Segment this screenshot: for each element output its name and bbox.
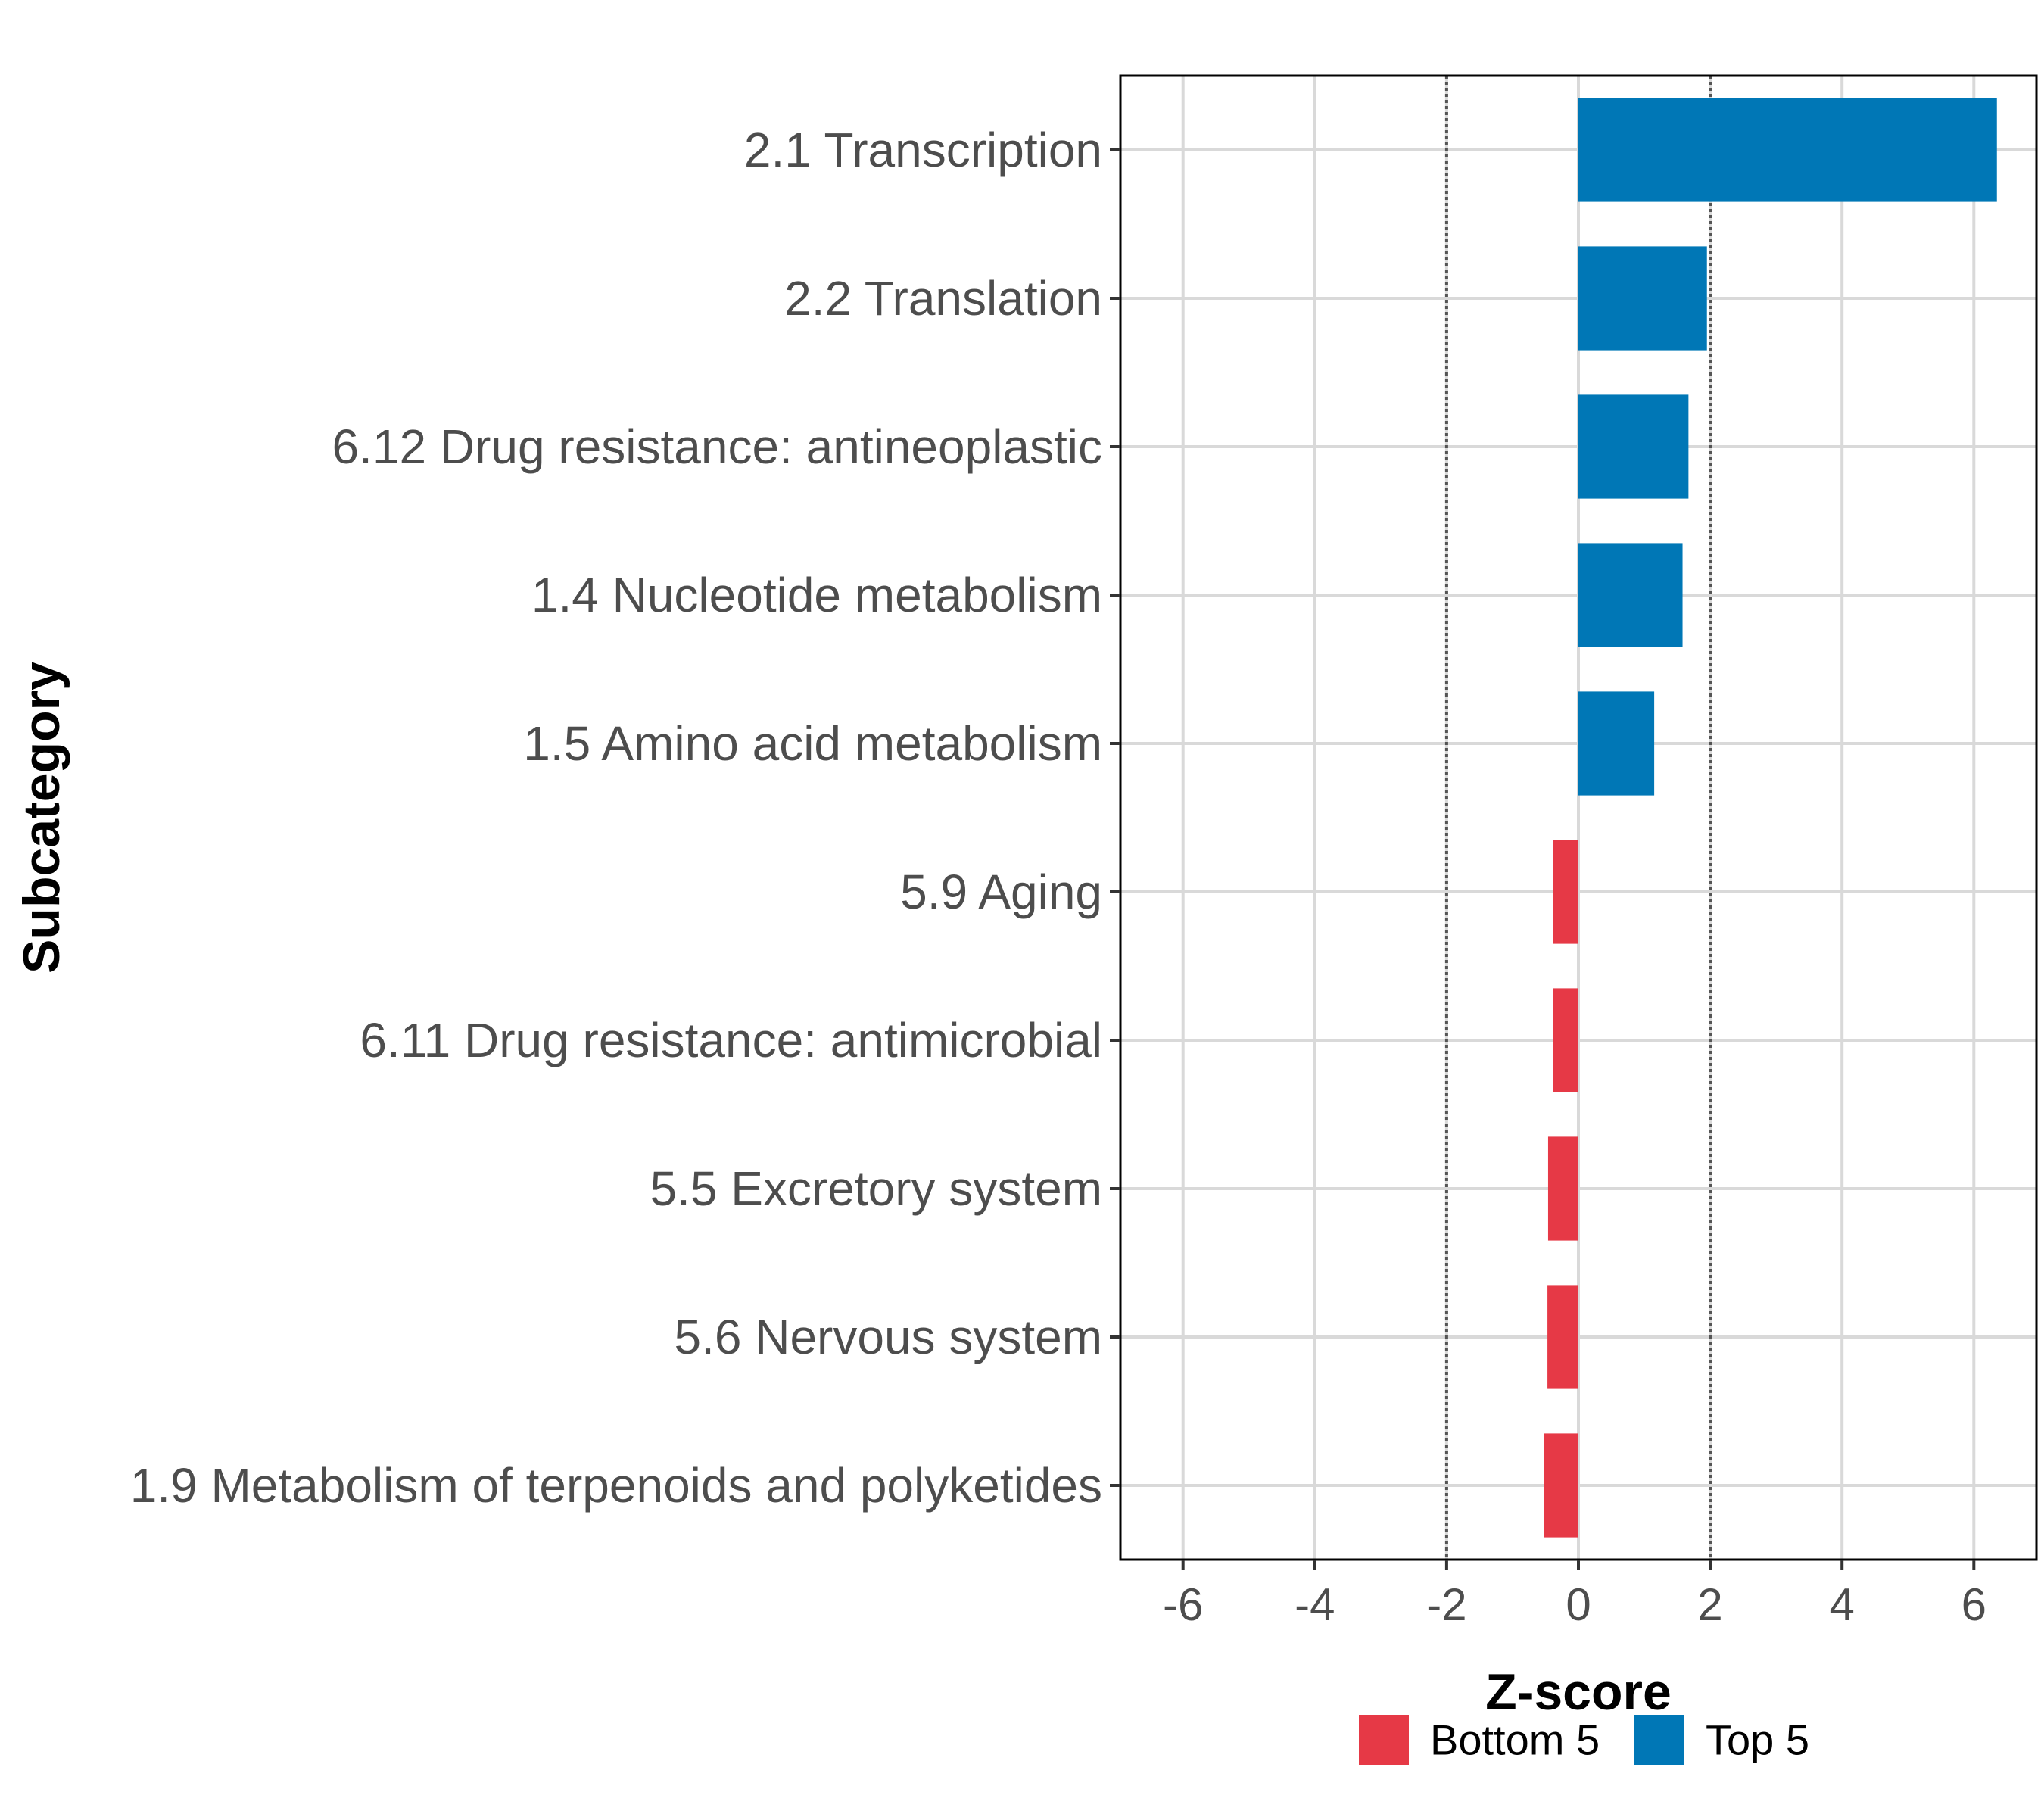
category-label: 2.2 Translation xyxy=(784,271,1102,326)
bar xyxy=(1578,691,1655,796)
legend-label: Top 5 xyxy=(1706,1716,1809,1764)
category-label: 6.12 Drug resistance: antineoplastic xyxy=(332,419,1102,474)
category-label: 5.6 Nervous system xyxy=(674,1310,1102,1364)
x-tick-label: -2 xyxy=(1426,1579,1466,1630)
bar xyxy=(1544,1433,1578,1538)
category-label: 1.5 Amino acid metabolism xyxy=(523,716,1102,771)
bar xyxy=(1578,394,1689,499)
bar xyxy=(1553,840,1578,944)
x-tick-label: 4 xyxy=(1830,1579,1855,1630)
bars xyxy=(1544,98,1997,1538)
category-label: 2.1 Transcription xyxy=(744,123,1102,177)
bar xyxy=(1578,246,1707,351)
legend: Bottom 5 Top 5 xyxy=(1359,1715,1809,1765)
category-label: 5.9 Aging xyxy=(900,865,1102,919)
category-label: 1.4 Nucleotide metabolism xyxy=(531,568,1102,622)
category-label: 5.5 Excretory system xyxy=(650,1161,1103,1216)
y-axis-ticks: 2.1 Transcription 2.2 Translation 6.12 Dru… xyxy=(130,123,1120,1513)
bar xyxy=(1547,1136,1578,1241)
bar xyxy=(1553,988,1578,1092)
x-tick-label: 0 xyxy=(1566,1579,1591,1630)
x-tick-label: -4 xyxy=(1295,1579,1335,1630)
x-tick-label: 6 xyxy=(1961,1579,1986,1630)
x-axis-ticks: -6 -4 -2 0 2 4 6 xyxy=(1163,1560,1986,1630)
x-axis-title: Z-score xyxy=(1485,1663,1672,1721)
legend-label: Bottom 5 xyxy=(1430,1716,1600,1764)
category-label: 1.9 Metabolism of terpenoids and polyket… xyxy=(130,1458,1102,1513)
bar xyxy=(1547,1285,1578,1389)
category-label: 6.11 Drug resistance: antimicrobial xyxy=(360,1013,1102,1067)
legend-swatch xyxy=(1359,1715,1409,1765)
bar xyxy=(1578,543,1683,647)
legend-swatch xyxy=(1634,1715,1684,1765)
reference-lines xyxy=(1444,76,1712,1560)
y-axis-title: Subcategory xyxy=(13,662,70,974)
x-tick-label: 2 xyxy=(1697,1579,1722,1630)
x-tick-label: -6 xyxy=(1163,1579,1203,1630)
bar xyxy=(1578,98,1997,202)
